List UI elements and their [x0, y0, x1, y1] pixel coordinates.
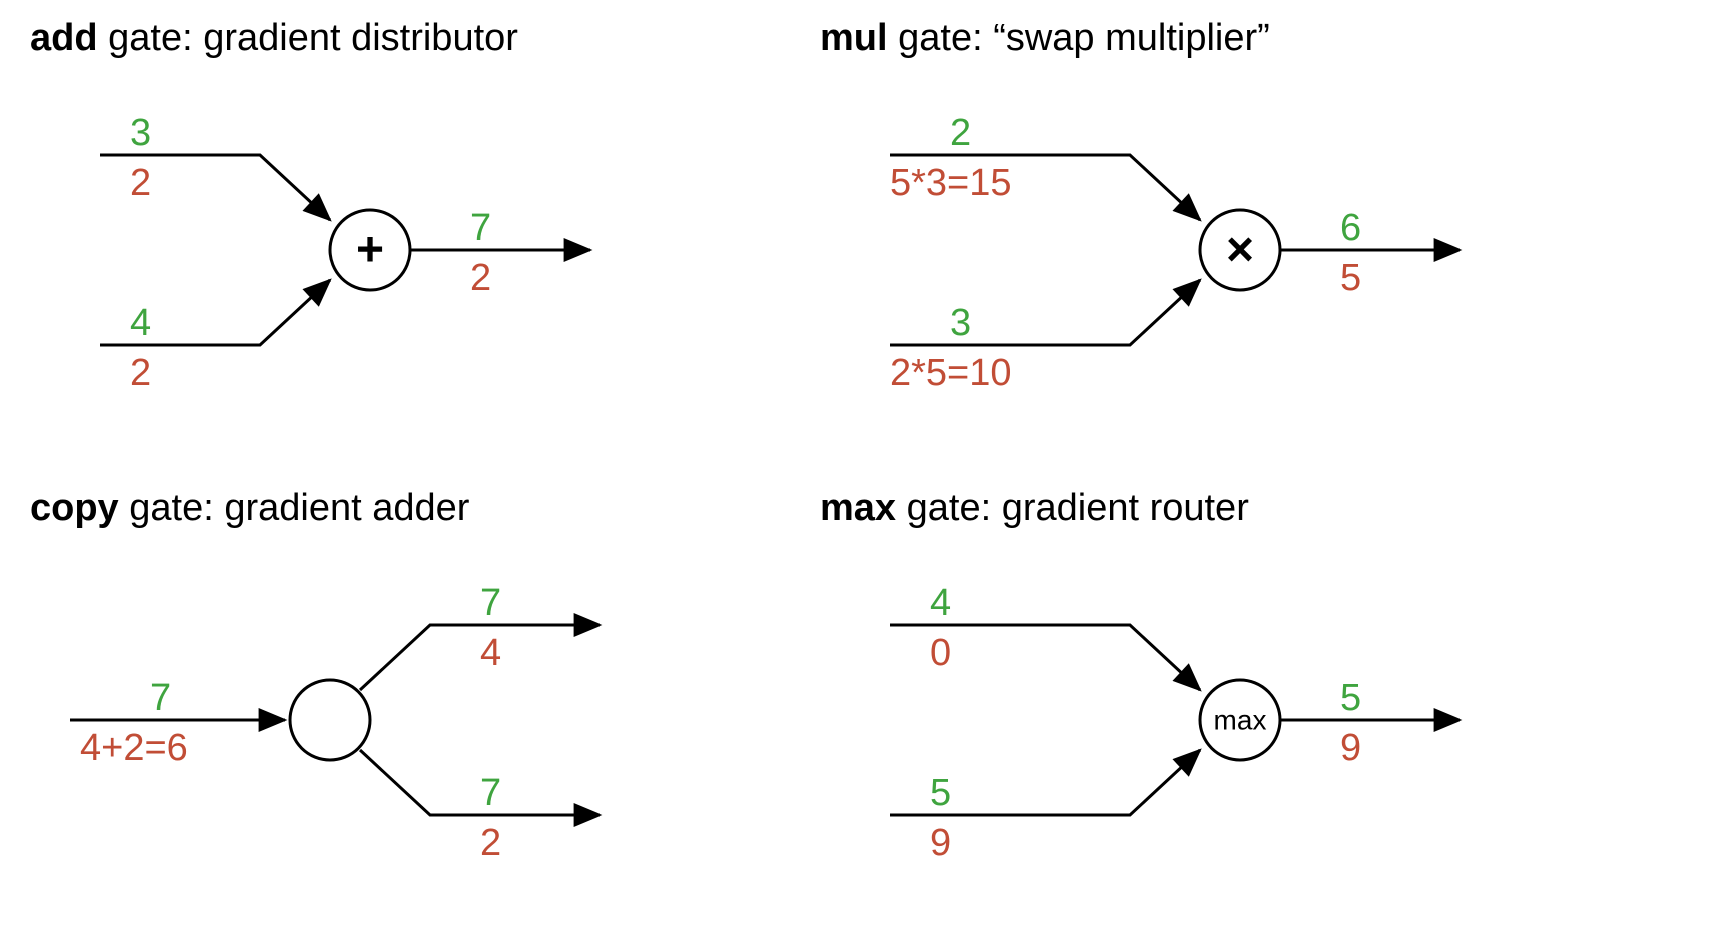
edge-in2: 3 2*5=10: [890, 280, 1200, 394]
panel-title: mul gate: “swap multiplier”: [820, 17, 1270, 59]
in2-backward: 2*5=10: [890, 352, 1012, 394]
out2-forward: 7: [480, 772, 501, 814]
edge-in2: 5 9: [890, 750, 1200, 864]
out-forward: 6: [1340, 207, 1361, 249]
in2-forward: 4: [130, 302, 151, 344]
out-backward: 2: [470, 257, 491, 299]
out-forward: 5: [1340, 677, 1361, 719]
in1-backward: 0: [930, 632, 951, 674]
panel-title: copy gate: gradient adder: [30, 487, 470, 529]
in1-forward: 4: [930, 582, 951, 624]
times-icon: ×: [1226, 224, 1254, 277]
out1-backward: 4: [480, 632, 501, 674]
title-bold: mul: [820, 17, 888, 59]
out-backward: 9: [1340, 727, 1361, 769]
in1-forward: 3: [130, 112, 151, 154]
in-backward: 4+2=6: [80, 727, 188, 769]
gates-diagram: add gate: gradient distributor + 3 2 4 2…: [0, 0, 1730, 928]
panel-max: max gate: gradient router max 4 0 5 9 5 …: [820, 487, 1460, 864]
title-bold: add: [30, 17, 98, 59]
panel-title: max gate: gradient router: [820, 487, 1249, 529]
op-label: max: [1214, 705, 1267, 736]
in2-forward: 5: [930, 772, 951, 814]
in2-forward: 3: [950, 302, 971, 344]
panel-add: add gate: gradient distributor + 3 2 4 2…: [30, 17, 590, 394]
gate-node: [290, 680, 370, 760]
in2-backward: 2: [130, 352, 151, 394]
out-forward: 7: [470, 207, 491, 249]
title-bold: max: [820, 487, 896, 529]
panel-title: add gate: gradient distributor: [30, 17, 518, 59]
in1-backward: 5*3=15: [890, 162, 1012, 204]
edge-out: 7 2: [410, 207, 590, 299]
panel-copy: copy gate: gradient adder 7 4+2=6 7 4 7 …: [30, 487, 600, 864]
out1-forward: 7: [480, 582, 501, 624]
title-rest: gate: gradient adder: [119, 487, 470, 529]
edge-in1: 2 5*3=15: [890, 112, 1200, 220]
edge-out: 6 5: [1280, 207, 1460, 299]
edge-out1: 7 4: [360, 582, 600, 690]
edge-in1: 4 0: [890, 582, 1200, 690]
in2-backward: 9: [930, 822, 951, 864]
panel-mul: mul gate: “swap multiplier” × 2 5*3=15 3…: [820, 17, 1460, 394]
out-backward: 5: [1340, 257, 1361, 299]
in1-forward: 2: [950, 112, 971, 154]
edge-in: 7 4+2=6: [70, 677, 285, 769]
in1-backward: 2: [130, 162, 151, 204]
title-rest: gate: “swap multiplier”: [888, 17, 1270, 59]
edge-in1: 3 2: [100, 112, 330, 220]
in-forward: 7: [150, 677, 171, 719]
edge-in2: 4 2: [100, 280, 330, 394]
title-rest: gate: gradient distributor: [98, 17, 519, 59]
out2-backward: 2: [480, 822, 501, 864]
title-rest: gate: gradient router: [896, 487, 1249, 529]
edge-out: 5 9: [1280, 677, 1460, 769]
plus-icon: +: [356, 224, 384, 277]
title-bold: copy: [30, 487, 119, 529]
edge-out2: 7 2: [360, 750, 600, 864]
